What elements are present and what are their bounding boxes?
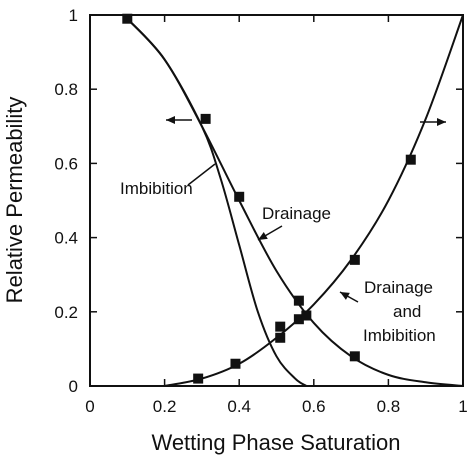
data-point (122, 13, 133, 24)
data-point (293, 314, 304, 325)
data-point (349, 351, 360, 362)
x-tick-label: 0.6 (302, 397, 326, 416)
y-tick-label: 1 (69, 6, 78, 25)
x-tick-label: 0.2 (153, 397, 177, 416)
annotation-drainage-and-imbibition-1: Drainage (364, 278, 433, 297)
x-tick-label: 0 (85, 397, 94, 416)
annotations: Imbibition Drainage Drainage and Imbibit… (120, 179, 436, 345)
x-tick-label: 1 (458, 397, 467, 416)
data-point (193, 373, 204, 384)
plot-frame (89, 14, 464, 387)
data-point (293, 295, 304, 306)
annotation-drainage-and-imbibition-3: Imbibition (363, 326, 436, 345)
data-point (275, 321, 286, 332)
data-markers (122, 13, 416, 384)
data-point (234, 191, 245, 202)
y-tick-label: 0.2 (54, 303, 78, 322)
drainage-pointer-head (258, 232, 268, 240)
data-point (349, 254, 360, 265)
data-point (275, 332, 286, 343)
curve-drainage (126, 18, 464, 387)
plot-border (89, 14, 464, 387)
data-point (405, 154, 416, 165)
data-point (301, 310, 312, 321)
imbibition-leader (187, 163, 216, 186)
left-axis-arrow-head (166, 116, 175, 124)
x-axis-label: Wetting Phase Saturation (151, 430, 400, 455)
y-axis-label: Relative Permeability (2, 97, 27, 304)
data-point (230, 358, 241, 369)
y-tick-label: 0.8 (54, 80, 78, 99)
y-tick-label: 0.6 (54, 154, 78, 173)
y-tick-label: 0 (69, 377, 78, 396)
drainage-and-imbibition-pointer-head (340, 292, 350, 300)
annotation-pointers (166, 116, 446, 303)
right-axis-arrow-head (437, 118, 446, 126)
x-tick-label: 0.8 (377, 397, 401, 416)
annotation-imbibition: Imbibition (120, 179, 193, 198)
annotation-drainage-and-imbibition-2: and (393, 302, 421, 321)
annotation-drainage: Drainage (262, 204, 331, 223)
x-tick-label: 0.4 (227, 397, 251, 416)
y-tick-label: 0.4 (54, 229, 78, 248)
tick-labels: 00 0.2 0.2 0.4 0.4 0.6 0.6 0.8 0.8 1 1 (54, 6, 467, 416)
data-point (200, 113, 211, 124)
